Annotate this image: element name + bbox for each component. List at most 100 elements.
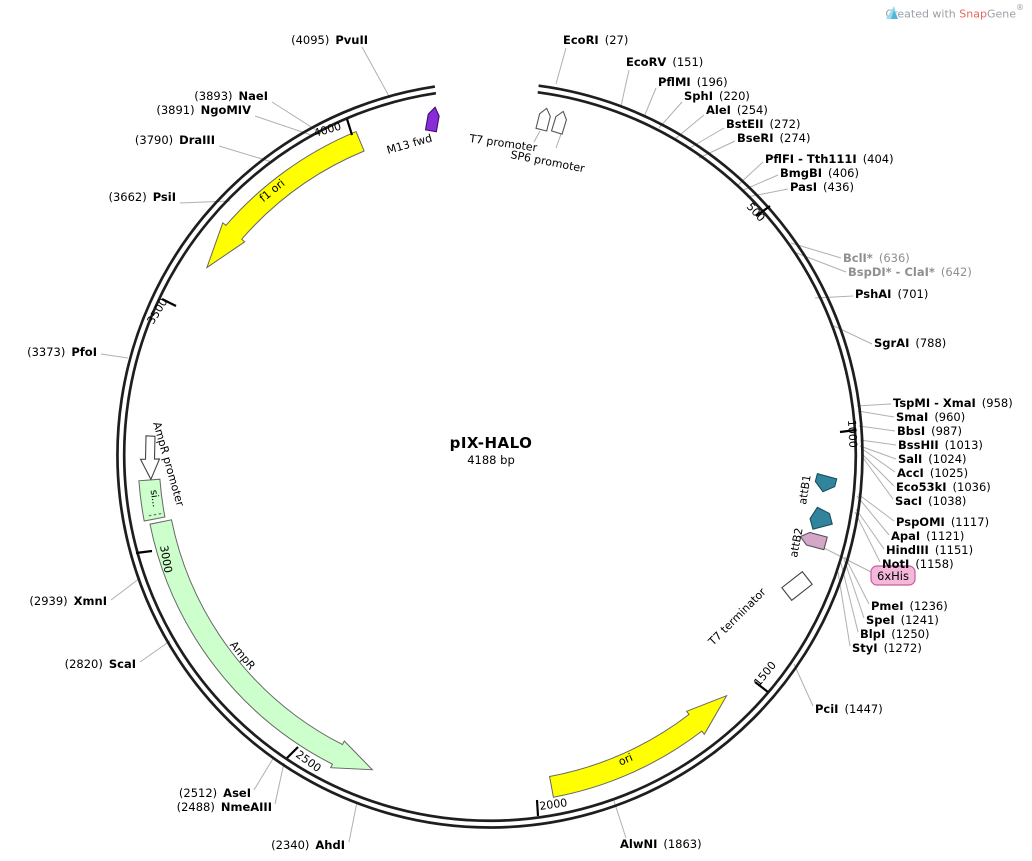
enzyme-label-pshai: PshAI (701) [855, 287, 928, 301]
enzyme-leader-noti [854, 511, 881, 563]
enzyme-label-pcii: PciI (1447) [815, 702, 883, 716]
enzyme-label-tspmi-xmai: TspMI - XmaI (958) [893, 396, 1013, 410]
enzyme-leader-xmni [110, 577, 141, 601]
snapgene-logo-icon [886, 6, 899, 19]
enzyme-label-acci: AccI (1025) [897, 466, 968, 480]
enzyme-leader-scai [139, 640, 171, 663]
enzyme-leader-bsteii [687, 127, 725, 150]
enzyme-leader-ecorv [620, 69, 630, 107]
feature-label-t7-terminator: T7 terminator [705, 585, 769, 649]
tick-label-2000: 2000 [539, 796, 569, 813]
enzyme-label-sali: SalI (1024) [898, 452, 967, 466]
feature-ori-arrow [549, 694, 728, 798]
tick-label-3000: 3000 [157, 544, 175, 574]
enzyme-leader-pcii [793, 663, 814, 707]
tick-label-1000: 1000 [845, 419, 859, 448]
tick-mark-3000 [135, 549, 153, 555]
enzyme-label-sgrai: SgrAI (788) [874, 336, 946, 350]
enzyme-label-bsshii: BssHII (1013) [898, 438, 983, 452]
enzyme-leader-pasi [746, 188, 789, 198]
t7-promoter-leader [533, 130, 541, 143]
enzyme-label-xmni: (2939) XmnI [29, 594, 107, 608]
enzyme-label-pspomi: PspOMI (1117) [896, 515, 989, 529]
enzyme-leader-tspmi-xmai [856, 403, 892, 407]
feature-attb2-arrow [809, 506, 833, 530]
enzyme-label-ngomiv: (3891) NgoMIV [156, 103, 251, 117]
enzyme-label-pfoi: (3373) PfoI [27, 345, 97, 359]
feature-label-6xhis: 6xHis [877, 569, 909, 583]
enzyme-label-eco53ki: Eco53kI (1036) [896, 480, 991, 494]
watermark-text: Created with SnapGene® [885, 3, 1024, 21]
enzyme-label-bmgbi: BmgBI (406) [780, 166, 859, 180]
enzyme-label-bcli: BclI* (636) [843, 251, 910, 265]
feature-label-ori: ori [616, 751, 634, 769]
feature-6xhis-label-box [870, 565, 916, 586]
enzyme-label-naei: (3893) NaeI [194, 89, 268, 103]
feature-ampr-signal-truncation-dashes [146, 512, 162, 517]
enzyme-label-bbsi: BbsI (987) [897, 424, 962, 438]
tick-label-3500: 3500 [145, 296, 171, 327]
plasmid-size: 4188 bp [467, 453, 515, 467]
features-layer [138, 106, 916, 798]
feature-sp6-promoter-arrow [550, 110, 568, 135]
enzyme-leader-ahdi [348, 801, 358, 843]
feature-6xhis-arrow [799, 531, 828, 551]
tick-label-4000: 4000 [312, 120, 342, 140]
enzyme-leader-smai [857, 410, 895, 418]
enzyme-label-pasi: PasI (436) [790, 180, 854, 194]
feature-ampr-arrow [149, 519, 374, 771]
snapgene-watermark: Created with SnapGene® [885, 3, 1024, 21]
backbone-outer-circle [116, 84, 864, 829]
enzyme-label-ahdi: (2340) AhdI [271, 838, 345, 852]
backbone-layer [116, 84, 864, 829]
enzyme-label-pflmi: PflMI (196) [658, 75, 728, 89]
enzyme-leader-spei [843, 558, 865, 619]
enzyme-leader-psii [179, 200, 231, 204]
tick-mark-4000 [345, 118, 354, 136]
feature-t7-promoter-arrow [535, 107, 551, 132]
tick-mark-1000 [839, 428, 857, 434]
tick-mark-2000 [535, 799, 540, 817]
enzyme-leader-naei [271, 101, 317, 131]
enzyme-leader-bspdi-clai [793, 251, 847, 273]
backbone-inner-circle [122, 90, 858, 823]
enzyme-leader-bseri [698, 140, 736, 159]
enzyme-leader-pmei [844, 556, 870, 605]
enzyme-leader-pspomi [857, 493, 895, 522]
feature-m13-fwd-arrow [424, 106, 440, 133]
feature-label-attb1: attB1 [796, 474, 814, 506]
enzyme-label-scai: (2820) ScaI [65, 657, 136, 671]
enzyme-label-alei: AleI (254) [706, 103, 768, 117]
enzyme-label-pmei: PmeI (1236) [871, 599, 948, 613]
feature-f1-ori-arrow [205, 130, 365, 269]
enzyme-leader-asei [253, 756, 275, 791]
enzyme-leader-pfoi [100, 353, 129, 359]
enzyme-leader-acci [860, 447, 896, 473]
tick-mark-2500 [286, 746, 299, 759]
plasmid-title-block: pIX-HALO 4188 bp [391, 434, 591, 467]
feature-attb1-arrow [814, 473, 838, 493]
enzyme-label-apai: ApaI (1121) [891, 529, 964, 543]
enzyme-leader-eco53ki [860, 452, 895, 487]
plasmid-name: pIX-HALO [449, 434, 533, 452]
feature-label-m13-fwd: M13 fwd [385, 132, 433, 157]
enzyme-label-smai: SmaI (960) [896, 410, 965, 424]
tick-mark-1500 [754, 681, 769, 693]
enzyme-leader-bmgbi [740, 174, 779, 192]
enzyme-label-sphi: SphI (220) [684, 89, 750, 103]
enzyme-label-styi: StyI (1272) [852, 641, 922, 655]
feature-label-ampr-signal: si... [148, 489, 161, 508]
enzyme-label-ecorv: EcoRV (151) [626, 55, 703, 69]
tick-mark-3500 [161, 298, 177, 307]
enzyme-label-blpi: BlpI (1250) [860, 627, 929, 641]
enzyme-leader-apai [856, 495, 890, 536]
feature-label-attb2: attB2 [787, 527, 805, 559]
enzyme-label-alwni: AlwNI (1863) [620, 837, 702, 851]
enzyme-leader-saci [860, 454, 894, 500]
enzyme-label-pflfi-tth111i: PflFI - Tth111I (404) [765, 152, 894, 166]
enzyme-label-draiii: (3790) DraIII [135, 133, 215, 147]
enzyme-leader-ecori [555, 47, 567, 85]
enzyme-leader-hindiii [855, 508, 885, 550]
